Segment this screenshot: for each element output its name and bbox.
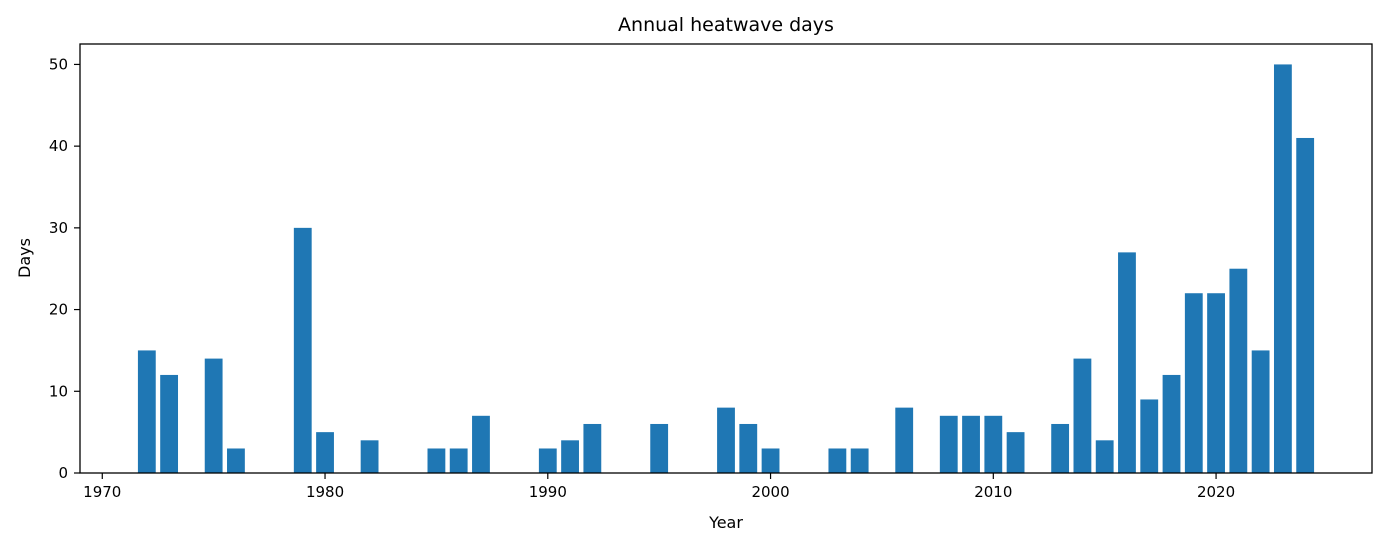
bar-2020	[1207, 293, 1225, 473]
bar-2023	[1273, 64, 1292, 473]
x-tick-label: 1980	[306, 483, 344, 501]
bar-2011	[1006, 432, 1025, 473]
bar-2015	[1095, 440, 1114, 473]
bar-1990	[538, 448, 557, 473]
bar-1992	[583, 423, 602, 473]
bar-1985	[427, 448, 446, 473]
y-tick-label: 40	[49, 137, 68, 155]
bar-2019	[1184, 293, 1203, 473]
x-tick-label: 1990	[529, 483, 567, 501]
bar-2017	[1140, 399, 1159, 473]
y-tick-label: 20	[49, 301, 68, 319]
bar-2008	[939, 415, 958, 473]
bar-2009	[962, 415, 980, 473]
x-axis-ticks: 1970 1980 1990 2000 2010 2020	[83, 473, 1235, 501]
bar-2004	[850, 448, 869, 473]
y-axis-label: Days	[15, 238, 34, 278]
bar-1980	[316, 432, 334, 473]
chart-title: Annual heatwave days	[618, 14, 834, 36]
bar-1995	[650, 423, 669, 473]
plot-frame	[79, 43, 1373, 474]
y-axis-ticks: 0 10 20 30 40 50	[49, 55, 80, 482]
bar-1972	[137, 350, 156, 473]
x-axis-label: Year	[708, 513, 743, 532]
bar-1987	[472, 415, 490, 473]
bar-1979	[293, 227, 312, 473]
bar-1999	[739, 423, 758, 473]
bar-1976	[227, 448, 245, 473]
y-tick-label: 0	[58, 464, 68, 482]
bar-1998	[717, 407, 735, 473]
bar-2003	[828, 448, 847, 473]
y-tick-label: 10	[49, 382, 68, 400]
bar-1991	[561, 440, 579, 473]
x-tick-label: 2020	[1197, 483, 1235, 501]
x-tick-label: 1970	[83, 483, 121, 501]
bar-1986	[449, 448, 468, 473]
bars-layer	[137, 64, 1315, 473]
bar-2000	[761, 448, 780, 473]
bar-1982	[360, 440, 379, 473]
bar-2014	[1073, 358, 1092, 473]
bar-1975	[204, 358, 223, 473]
bar-2018	[1162, 374, 1181, 473]
bar-2016	[1118, 252, 1136, 473]
x-tick-label: 2010	[974, 483, 1012, 501]
bar-2022	[1251, 350, 1270, 473]
bar-2013	[1051, 423, 1070, 473]
bar-2021	[1229, 268, 1248, 473]
x-tick-label: 2000	[751, 483, 789, 501]
bar-1973	[160, 374, 179, 473]
bar-2024	[1296, 137, 1315, 473]
y-tick-label: 30	[49, 219, 68, 237]
bar-2010	[984, 415, 1003, 473]
bar-2006	[895, 407, 914, 473]
y-tick-label: 50	[49, 55, 68, 73]
